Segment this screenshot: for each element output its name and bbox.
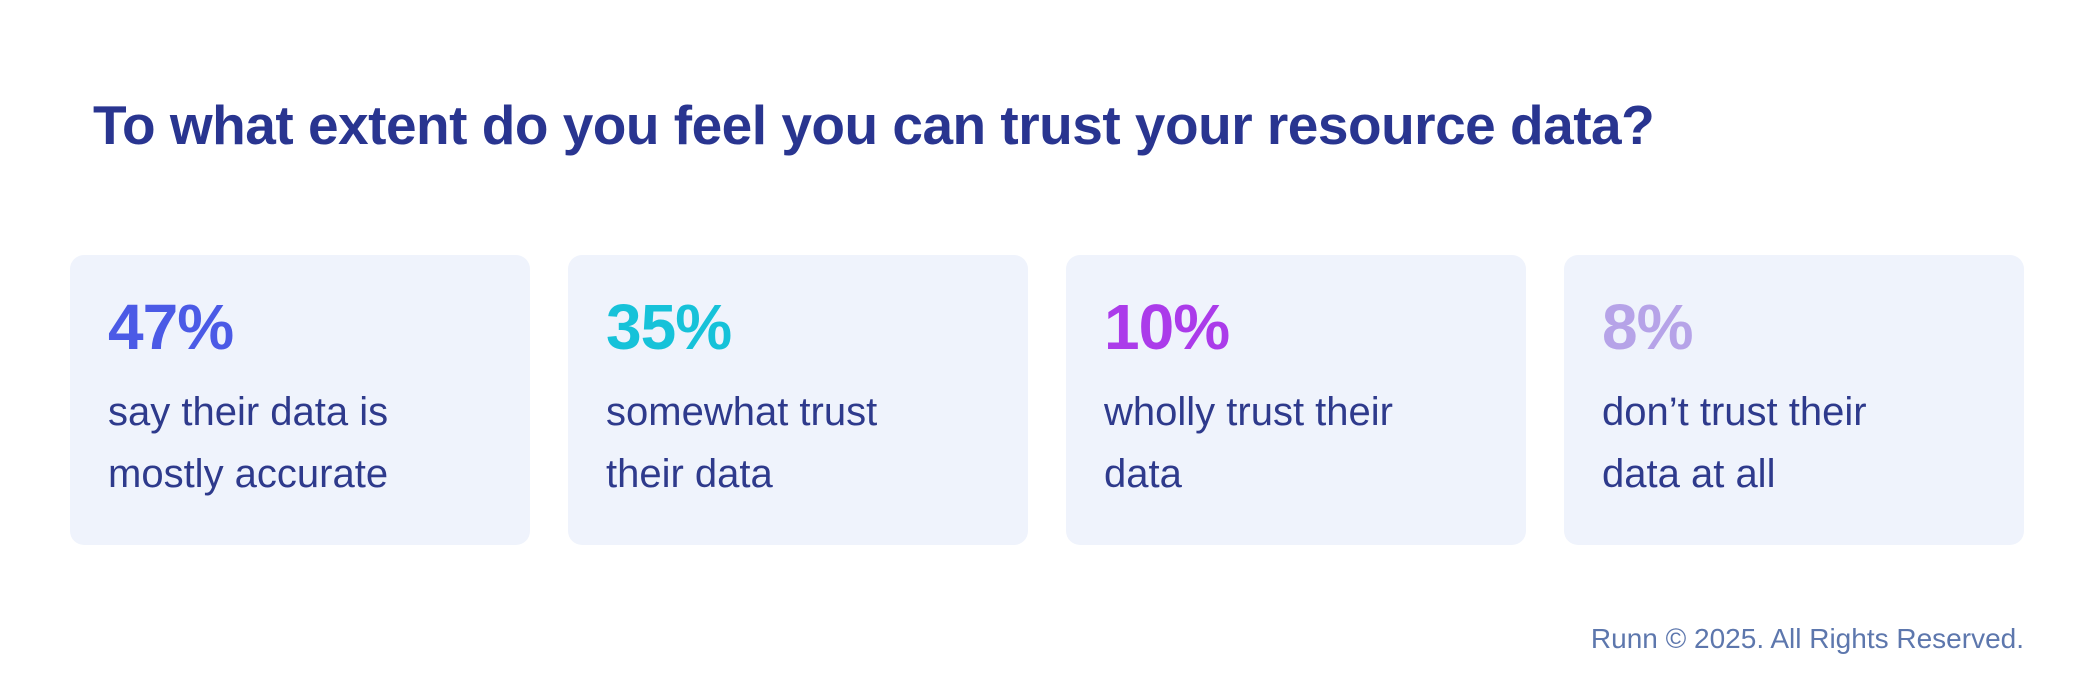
stat-value-1: 47%	[108, 291, 234, 363]
stat-label-line: say their data is	[108, 390, 389, 434]
stat-card-somewhat-trust: 35% somewhat trust their data	[568, 255, 1028, 545]
stat-value-3: 10%	[1104, 291, 1230, 363]
stat-label-4: don’t trust their data at all	[1602, 381, 1986, 505]
stat-label-line: somewhat trust	[606, 390, 878, 434]
stat-card-dont-trust: 8% don’t trust their data at all	[1564, 255, 2024, 545]
stat-label-3: wholly trust their data	[1104, 381, 1488, 505]
stat-label-line: their data	[606, 452, 773, 496]
stat-card-mostly-accurate: 47% say their data is mostly accurate	[70, 255, 530, 545]
stat-label-line: don’t trust their	[1602, 390, 1867, 434]
stat-label-line: data at all	[1602, 452, 1776, 496]
chart-title: To what extent do you feel you can trust…	[93, 94, 1655, 156]
stat-label-1: say their data is mostly accurate	[108, 381, 492, 505]
stat-label-line: wholly trust their	[1104, 390, 1393, 434]
stat-label-line: mostly accurate	[108, 452, 389, 496]
stat-value-4: 8%	[1602, 291, 1694, 363]
stat-label-2: somewhat trust their data	[606, 381, 990, 505]
stat-label-line: data	[1104, 452, 1182, 496]
stat-cards-row: 47% say their data is mostly accurate 35…	[70, 255, 2024, 545]
stat-value-2: 35%	[606, 291, 732, 363]
stat-card-wholly-trust: 10% wholly trust their data	[1066, 255, 1526, 545]
copyright-notice: Runn © 2025. All Rights Reserved.	[1590, 623, 2024, 654]
